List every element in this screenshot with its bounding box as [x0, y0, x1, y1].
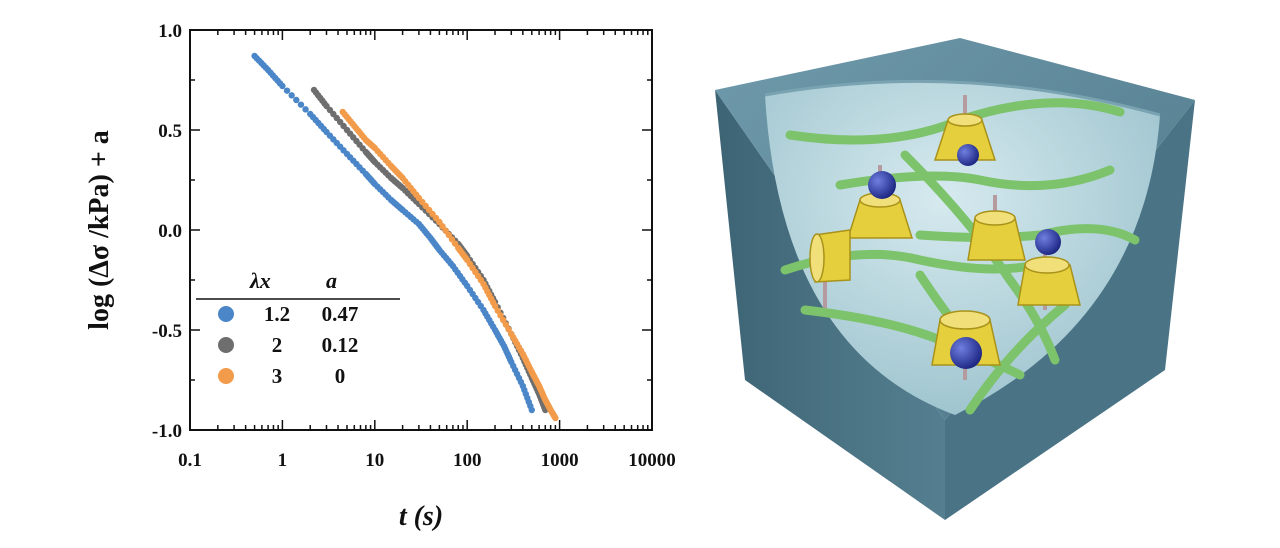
x-tick-label: 10000: [628, 450, 676, 471]
x-tick-label: 10: [365, 450, 384, 471]
data-point: [302, 106, 309, 113]
legend-entries: 1.2 0.47 2 0.12 3 0: [218, 302, 358, 388]
ring-5: [809, 229, 851, 283]
y-tick-label: -1.0: [152, 421, 182, 442]
bead-1: [868, 171, 896, 199]
legend: λx a 1.2 0.47 2 0.12 3 0: [196, 268, 400, 388]
stress-relaxation-chart: 0.1 1 10 100 1000 10000 -1.0 -0.5 0.0 0.5 1.0 λx …: [84, 21, 676, 532]
data-points: [251, 52, 559, 422]
legend-marker: [218, 337, 234, 353]
x-axis-title: t (s): [399, 501, 443, 532]
y-tick-label: -0.5: [152, 321, 182, 342]
legend-marker: [218, 368, 234, 384]
legend-a: 0.47: [322, 302, 359, 326]
data-point: [497, 312, 504, 319]
x-tick-labels: 0.1 1 10 100 1000 10000: [178, 450, 676, 471]
data-point: [502, 321, 510, 328]
axis-ticks: [189, 29, 652, 431]
data-point: [552, 414, 559, 422]
data-point: [528, 406, 535, 414]
legend-marker: [218, 306, 234, 322]
beads: [868, 144, 1061, 369]
y-axis-title: log (Δσ /kPa) + a: [84, 130, 115, 330]
bead-2: [957, 144, 979, 166]
data-point: [505, 326, 512, 333]
y-tick-label: 1.0: [158, 21, 182, 42]
bead-4: [950, 337, 982, 369]
legend-header-lambda: λx: [249, 268, 271, 293]
legend-lambda: 3: [272, 364, 283, 388]
y-tick-labels: -1.0 -0.5 0.0 0.5 1.0: [152, 21, 182, 442]
cyclodextrin-rings: [809, 113, 1081, 366]
x-tick-label: 1: [278, 450, 288, 471]
legend-lambda: 1.2: [264, 302, 290, 326]
legend-a: 0.12: [322, 333, 359, 357]
x-tick-label: 100: [453, 450, 482, 471]
data-point: [491, 302, 499, 310]
data-point: [293, 96, 300, 104]
data-point: [279, 82, 286, 90]
bowl-cavity: [765, 81, 1160, 415]
series-3: [339, 108, 559, 422]
ring-4: [1017, 256, 1081, 306]
ring-1: [933, 113, 997, 161]
bead-3: [1035, 229, 1061, 255]
legend-a: 0: [335, 364, 346, 388]
series-1: [251, 52, 535, 414]
data-point: [499, 316, 507, 324]
data-point: [288, 92, 295, 99]
y-tick-label: 0.5: [158, 121, 182, 142]
y-tick-label: 0.0: [158, 221, 182, 242]
ring-2: [846, 192, 914, 239]
x-tick-label: 1000: [541, 450, 579, 471]
bowl-rim-shadow: [764, 79, 1161, 117]
network-illustration: [715, 38, 1195, 520]
ring-3: [967, 210, 1026, 261]
data-point: [494, 307, 501, 314]
data-point: [297, 101, 305, 108]
legend-lambda: 2: [272, 333, 283, 357]
legend-header-a: a: [326, 268, 337, 293]
data-point: [283, 87, 291, 94]
x-tick-label: 0.1: [178, 450, 202, 471]
